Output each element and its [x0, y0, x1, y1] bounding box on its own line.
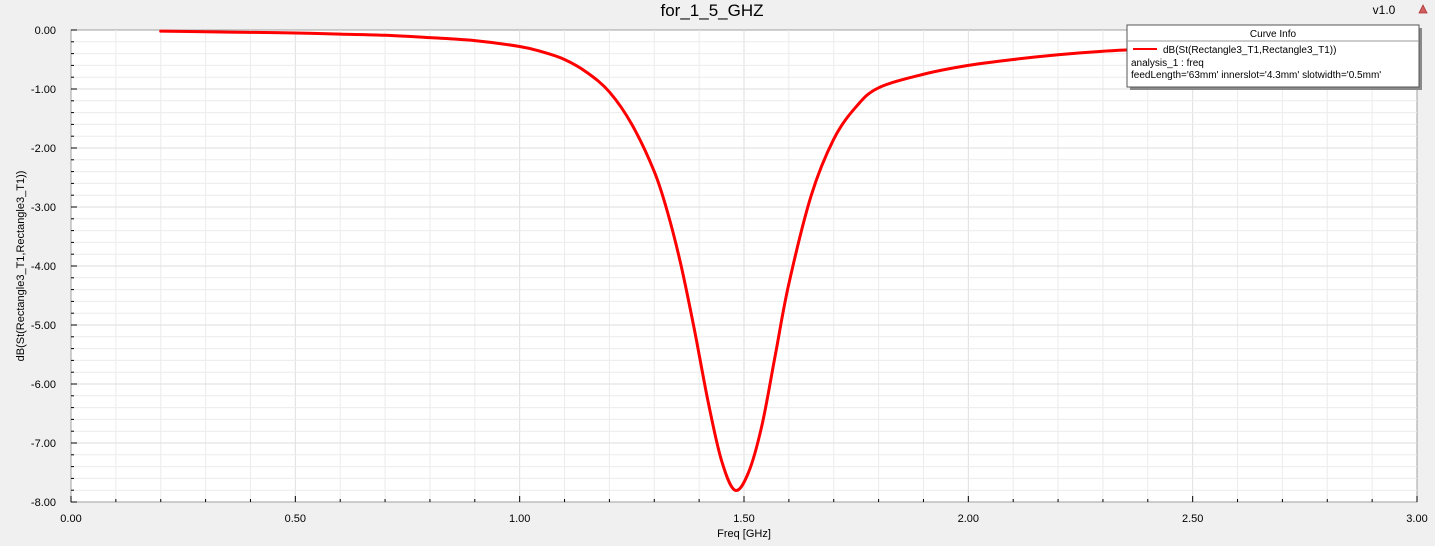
x-tick-label: 0.50	[285, 513, 306, 525]
version-label: v1.0	[1373, 3, 1396, 17]
series-line[interactable]	[159, 29, 1419, 492]
x-tick-label: 1.00	[509, 513, 530, 525]
y-tick-label: 0.00	[35, 25, 56, 37]
y-axis-ticks: 0.00 -1.00 -2.00 -3.00 -4.00 -5.00 -6.00 -7.00 -…	[31, 25, 77, 509]
x-tick-label: 2.50	[1182, 513, 1203, 525]
y-tick-label: -7.00	[31, 438, 56, 450]
y-axis-label: dB(St(Rectangle3_T1,Rectangle3_T1))	[15, 171, 27, 362]
legend-title: Curve Info	[1250, 29, 1297, 40]
x-tick-label: 1.50	[733, 513, 754, 525]
x-axis-label: Freq [GHz]	[717, 528, 771, 540]
y-tick-label: -8.00	[31, 497, 56, 509]
chart-title: for_1_5_GHZ	[661, 1, 764, 20]
legend-box	[1126, 24, 1420, 88]
warning-triangle-icon[interactable]	[1418, 4, 1428, 14]
x-tick-label: 3.00	[1406, 513, 1427, 525]
x-tick-label: 0.00	[60, 513, 81, 525]
y-tick-label: -3.00	[31, 202, 56, 214]
legend-entry-analysis: analysis_1 : freq	[1131, 58, 1204, 69]
y-tick-label: -5.00	[31, 320, 56, 332]
y-tick-label: -1.00	[31, 84, 56, 96]
x-tick-label: 2.00	[958, 513, 979, 525]
legend-entry-label: dB(St(Rectangle3_T1,Rectangle3_T1))	[1163, 45, 1336, 56]
y-tick-label: -2.00	[31, 143, 56, 155]
y-tick-label: -6.00	[31, 379, 56, 391]
grid	[71, 30, 1417, 502]
x-axis-ticks: 0.00 0.50 1.00 1.50 2.00 2.50 3.00	[60, 496, 1428, 525]
y-tick-label: -4.00	[31, 261, 56, 273]
legend[interactable]: Curve Info dB(St(Rectangle3_T1,Rectangle…	[1126, 24, 1422, 90]
legend-entry-params: feedLength='63mm' innerslot='4.3mm' slot…	[1131, 70, 1381, 81]
